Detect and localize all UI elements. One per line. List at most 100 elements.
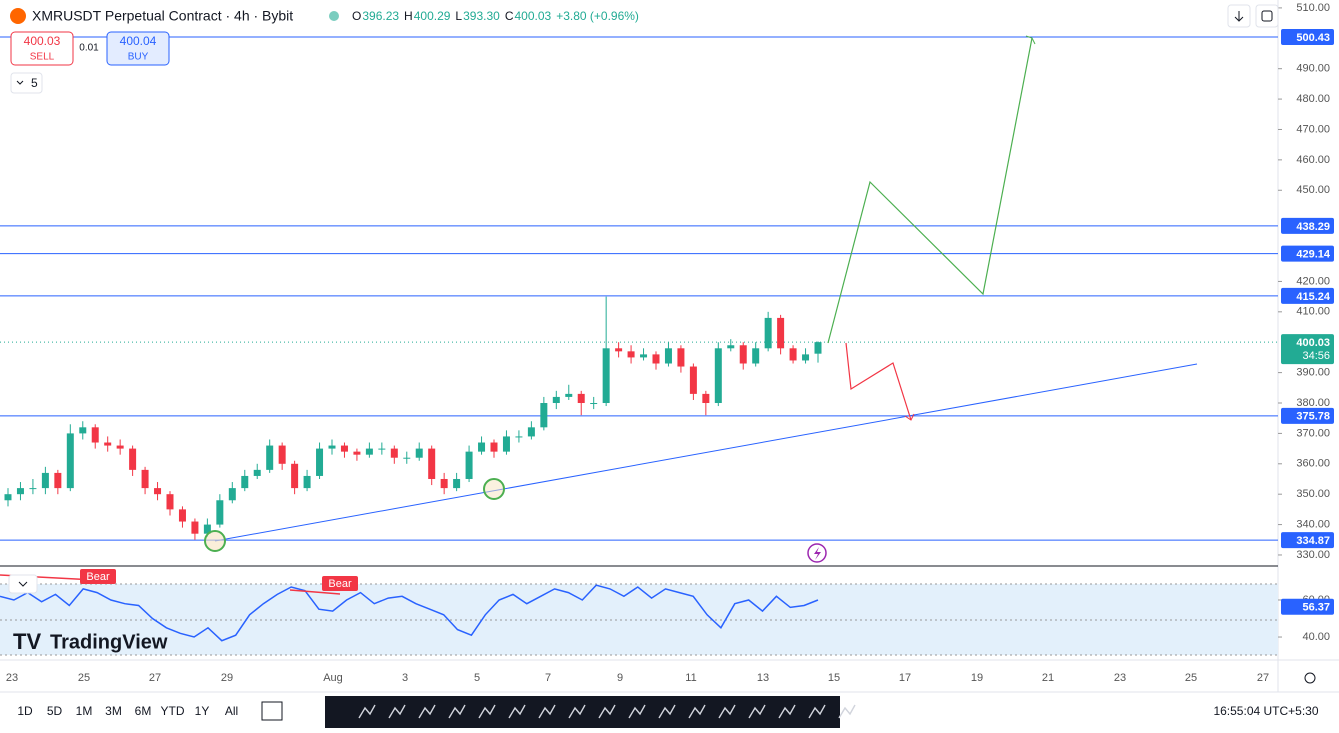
time-label: 7	[545, 672, 551, 684]
candle-body	[4, 494, 12, 501]
time-label: 15	[828, 672, 840, 684]
drawing-tool[interactable]	[538, 704, 556, 719]
candle-body	[415, 448, 423, 458]
candle-body	[777, 317, 785, 349]
range-button[interactable]: YTD	[161, 704, 185, 718]
drawing-toolbar	[325, 696, 840, 728]
candle-body	[79, 427, 87, 434]
drawing-tool[interactable]	[568, 704, 586, 719]
rsi-line	[0, 584, 819, 642]
drawing-tool[interactable]	[418, 704, 436, 719]
range-button[interactable]: 1M	[76, 704, 93, 718]
range-button[interactable]: 3M	[105, 704, 122, 718]
drawing-tool[interactable]	[508, 704, 526, 719]
buy-label: BUY	[128, 52, 149, 63]
ohlc-letter: C	[505, 9, 514, 23]
drawing-tool[interactable]	[358, 704, 376, 719]
candle-body	[490, 442, 498, 452]
level-tag	[1281, 28, 1334, 45]
candle-body	[577, 393, 585, 404]
drawing-tool[interactable]	[718, 704, 736, 719]
last-price-label: 400.03	[1296, 337, 1330, 349]
settings-icon[interactable]	[1304, 672, 1316, 684]
date-range-icon[interactable]	[261, 701, 283, 721]
trendline	[214, 363, 1198, 542]
candle-body	[328, 445, 336, 449]
drawing-tool[interactable]	[658, 704, 676, 719]
price-tick-label: 420.00	[1296, 275, 1330, 287]
candle-body	[378, 448, 386, 450]
logo: TradingView	[50, 631, 168, 653]
range-button[interactable]: All	[225, 704, 238, 718]
time-label: 11	[685, 672, 696, 684]
candle-body	[752, 348, 760, 364]
time-label: 23	[6, 672, 18, 684]
candle-body	[104, 442, 112, 446]
time-label: 3	[402, 672, 408, 684]
candle-body	[16, 488, 24, 495]
drawing-tool[interactable]	[628, 704, 646, 719]
candle-body	[303, 475, 311, 489]
candle-body	[764, 317, 772, 349]
range-button[interactable]: 1D	[17, 704, 33, 718]
symbol-title: XMRUSDT Perpetual Contract · 4h · Bybit	[32, 8, 293, 24]
price-tick-label: 330.00	[1296, 549, 1330, 561]
chevron	[18, 581, 28, 587]
price-tick-label: 460.00	[1296, 154, 1330, 166]
last-price-tag	[1281, 334, 1334, 365]
candle-body	[465, 451, 473, 479]
candle-body	[54, 472, 62, 489]
sell-button[interactable]	[10, 31, 74, 66]
level-label: 500.43	[1296, 32, 1330, 44]
bear-tag	[80, 569, 116, 584]
bear-label: Bear	[86, 571, 110, 583]
candle-body	[228, 488, 236, 501]
candle-body	[702, 393, 710, 404]
drawing-tool[interactable]	[808, 704, 826, 719]
price-tick-label: 490.00	[1296, 63, 1330, 75]
ohlc-letter: O	[352, 9, 361, 23]
candle-body	[440, 478, 448, 489]
pivot-marker	[483, 478, 505, 500]
buy-button[interactable]	[106, 31, 170, 66]
drawing-tool[interactable]	[598, 704, 616, 719]
time-label: 9	[617, 672, 623, 684]
time-label: 19	[971, 672, 983, 684]
candle-body	[116, 445, 124, 449]
indicators-toggle[interactable]	[10, 72, 43, 94]
drawing-tool[interactable]	[388, 704, 406, 719]
rsi-collapse[interactable]	[8, 574, 38, 594]
fullscreen-button[interactable]	[1255, 4, 1279, 28]
candle-body	[565, 393, 573, 397]
range-button[interactable]: 1Y	[195, 704, 210, 718]
range-button[interactable]: 6M	[135, 704, 152, 718]
candle-body	[714, 348, 722, 404]
candle-body	[802, 354, 810, 361]
drawing-tool[interactable]	[838, 704, 856, 719]
candle-body	[41, 472, 49, 489]
chevron	[16, 80, 24, 85]
spread: 0.01	[79, 43, 99, 54]
candle-body	[453, 478, 461, 489]
candle-body	[602, 348, 610, 404]
candle-body	[141, 469, 149, 489]
drawing-tool[interactable]	[778, 704, 796, 719]
candle-body	[129, 448, 137, 470]
drawing-tool[interactable]	[448, 704, 466, 719]
level-label: 334.87	[1296, 535, 1330, 547]
rsi-last-label: 56.37	[1302, 602, 1330, 614]
pivot-marker	[204, 530, 226, 552]
price-tick-label: 410.00	[1296, 306, 1330, 318]
price-tick-label: 450.00	[1296, 184, 1330, 196]
change: +3.80 (+0.96%)	[556, 9, 639, 23]
level-label: 415.24	[1296, 291, 1331, 303]
candle-body	[203, 524, 211, 534]
candle-body	[403, 457, 411, 459]
countdown: 34:56	[1302, 350, 1330, 362]
drawing-tool[interactable]	[478, 704, 496, 719]
drawing-tool[interactable]	[748, 704, 766, 719]
drawing-tool[interactable]	[688, 704, 706, 719]
candle-body	[428, 448, 436, 479]
range-button[interactable]: 5D	[47, 704, 63, 718]
